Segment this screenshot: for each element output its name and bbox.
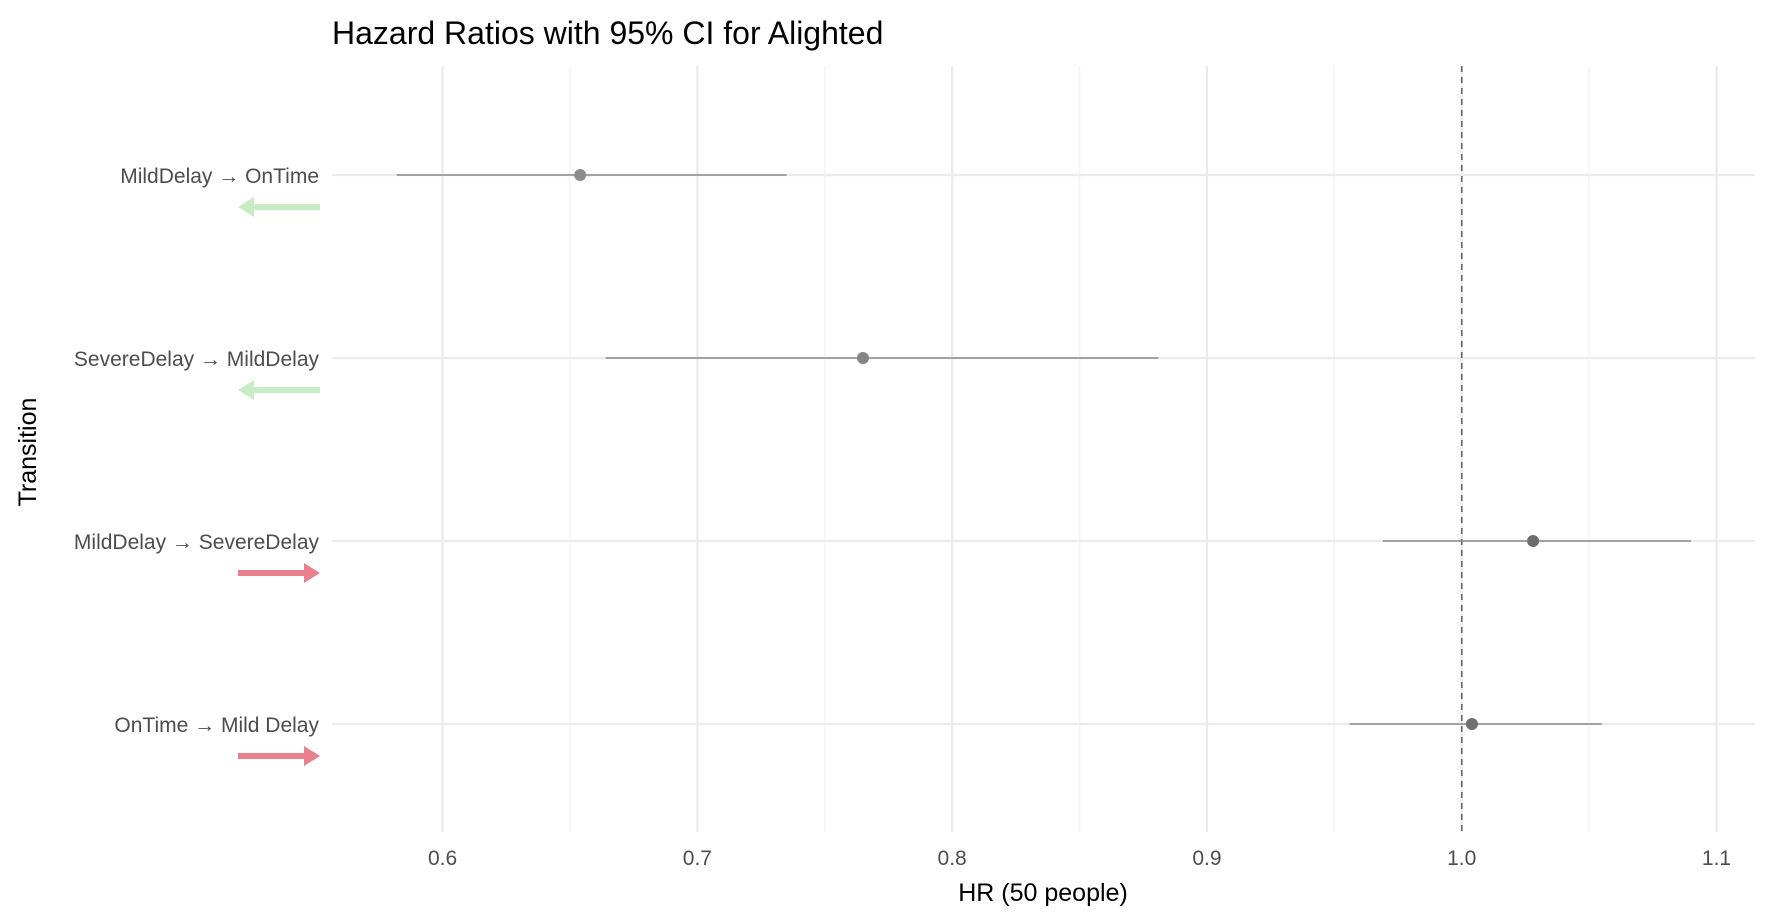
x-tick-label: 1.1 bbox=[1702, 847, 1731, 870]
hr-point bbox=[1527, 535, 1540, 547]
category-label: SevereDelay → MildDelay bbox=[74, 348, 320, 371]
x-tick-label: 1.0 bbox=[1447, 847, 1476, 870]
x-tick-label: 0.7 bbox=[683, 847, 712, 870]
category-label: MildDelay → SevereDelay bbox=[74, 531, 320, 554]
category-label: MildDelay → OnTime bbox=[120, 165, 319, 188]
hr-point bbox=[574, 169, 587, 181]
grid bbox=[332, 66, 1755, 832]
chart-title: Hazard Ratios with 95% CI for Alighted bbox=[332, 15, 883, 51]
y-axis-title: Transition bbox=[14, 398, 42, 507]
x-tick-label: 0.6 bbox=[428, 847, 457, 870]
data-rows: MildDelay → OnTime SevereDelay → MildDela… bbox=[74, 165, 1692, 766]
right-arrow-icon bbox=[238, 563, 320, 583]
forest-row: OnTime → Mild Delay bbox=[114, 714, 1602, 766]
x-tick-label: 0.9 bbox=[1192, 847, 1221, 870]
hr-point bbox=[856, 352, 869, 364]
left-arrow-icon bbox=[238, 380, 320, 400]
forest-row: MildDelay → OnTime bbox=[120, 165, 787, 217]
category-label: OnTime → Mild Delay bbox=[114, 714, 319, 737]
x-axis-ticks: 0.6 0.7 0.8 0.9 1.0 1.1 bbox=[428, 847, 1731, 870]
right-arrow-icon bbox=[238, 746, 320, 766]
hr-point bbox=[1465, 718, 1478, 730]
x-tick-label: 0.8 bbox=[938, 847, 967, 870]
forest-row: SevereDelay → MildDelay bbox=[74, 348, 1159, 400]
forest-row: MildDelay → SevereDelay bbox=[74, 531, 1692, 583]
x-axis-title: HR (50 people) bbox=[958, 879, 1128, 907]
left-arrow-icon bbox=[238, 197, 320, 217]
